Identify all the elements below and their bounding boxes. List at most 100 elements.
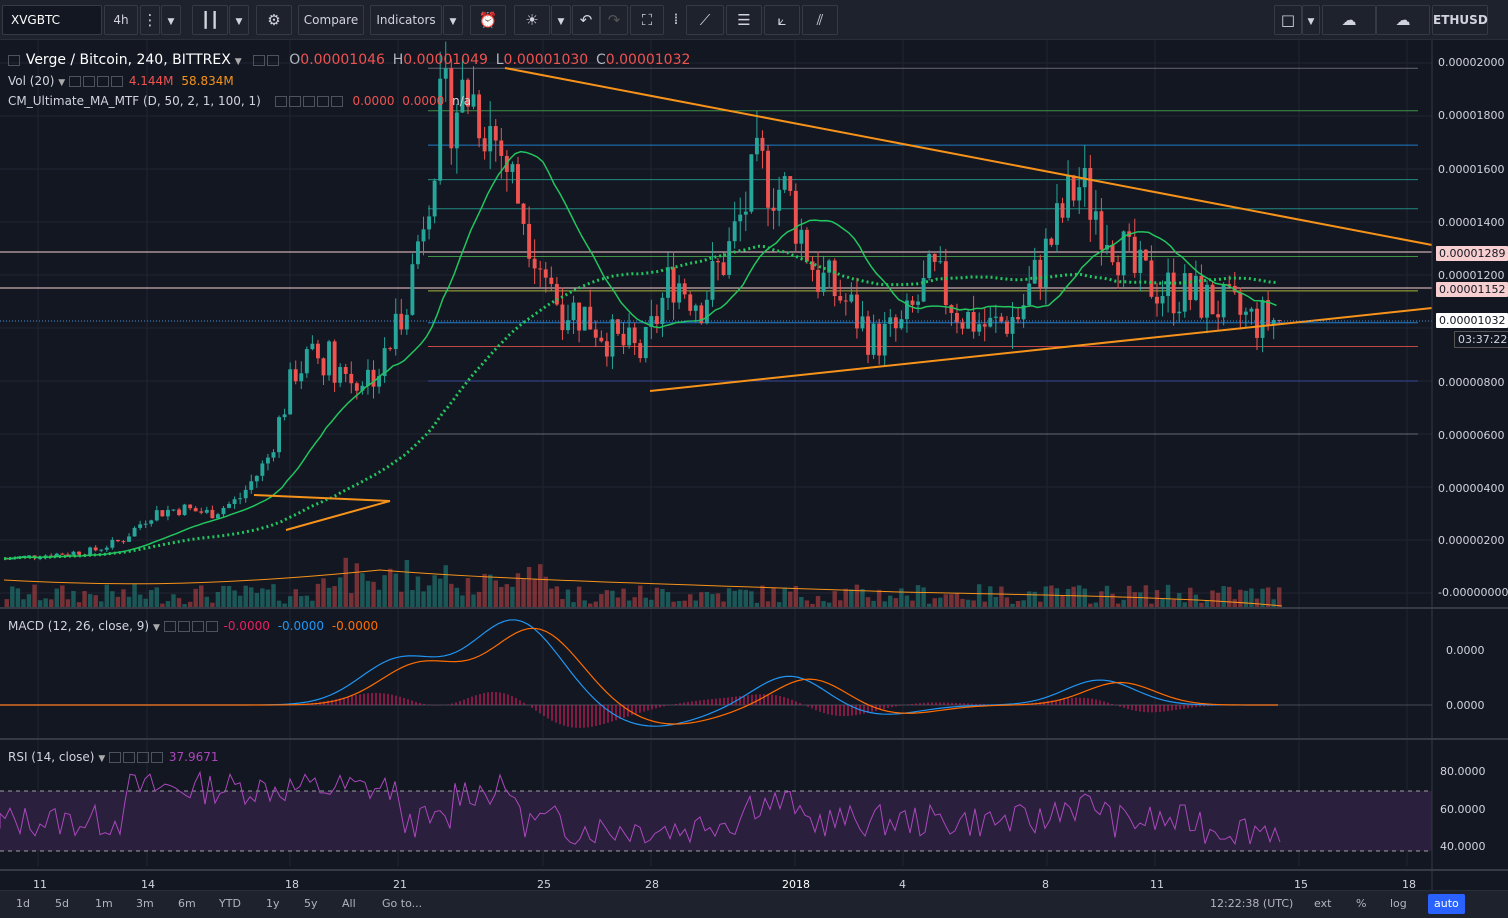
- volume-bar: [1188, 587, 1193, 608]
- range-6m[interactable]: 6m: [178, 897, 196, 910]
- layout-dropdown[interactable]: ▼: [1302, 5, 1320, 35]
- volume-bar: [493, 580, 498, 608]
- volume-bar: [49, 599, 54, 608]
- range-5y[interactable]: 5y: [304, 897, 318, 910]
- volume-bar: [326, 587, 332, 608]
- add-icon[interactable]: [191, 621, 204, 632]
- undo-icon[interactable]: ↶: [572, 5, 600, 35]
- trend-line-tool-icon[interactable]: ⟋: [686, 5, 724, 35]
- volume-bar: [332, 586, 337, 608]
- macd-title: MACD (12, 26, close, 9): [8, 619, 150, 633]
- candle-body: [804, 229, 809, 262]
- indicators-dropdown[interactable]: ▼: [443, 5, 463, 35]
- volume-bar: [504, 584, 510, 608]
- bulb-dropdown[interactable]: ▼: [551, 5, 571, 35]
- candle-body: [1205, 284, 1209, 318]
- eye-icon[interactable]: [274, 96, 287, 107]
- rsi-axis-label: 40.0000: [1440, 840, 1486, 853]
- range-1m[interactable]: 1m: [95, 897, 113, 910]
- indicators-button[interactable]: Indicators: [370, 5, 442, 35]
- add-icon[interactable]: [316, 96, 329, 107]
- chevron-down-icon[interactable]: ▼: [58, 78, 66, 88]
- candle-body: [771, 207, 776, 211]
- candle-body: [1155, 296, 1159, 304]
- candle-body: [1193, 275, 1198, 300]
- volume-bar: [43, 598, 48, 608]
- chevron-down-icon[interactable]: ▼: [234, 57, 242, 67]
- volume-bar: [526, 567, 532, 608]
- volume-bar: [954, 593, 960, 608]
- redo-icon[interactable]: ↷: [600, 5, 628, 35]
- macd-axis-label: 0.0000: [1446, 699, 1485, 712]
- cloud-save-icon[interactable]: ☁: [1376, 5, 1430, 35]
- settings-icon[interactable]: [82, 76, 95, 87]
- drag-handle-icon[interactable]: ⁞: [670, 5, 682, 35]
- candle-body: [1027, 283, 1032, 306]
- eye-icon[interactable]: [253, 55, 266, 66]
- auto-toggle[interactable]: auto: [1428, 894, 1465, 914]
- volume-bar: [321, 578, 326, 608]
- volume-bar: [210, 602, 215, 608]
- log-toggle[interactable]: log: [1390, 897, 1407, 910]
- goto-button[interactable]: Go to...: [382, 897, 423, 910]
- chevron-down-icon[interactable]: ▼: [152, 623, 160, 633]
- add-icon[interactable]: [96, 76, 109, 87]
- range-1y[interactable]: 1y: [266, 897, 280, 910]
- volume-bar: [226, 586, 232, 608]
- cloud-load-icon[interactable]: ☁: [1322, 5, 1376, 35]
- range-3m[interactable]: 3m: [136, 897, 154, 910]
- parallel-channel-tool-icon[interactable]: ⫽: [802, 5, 838, 35]
- compare-button[interactable]: Compare: [298, 5, 364, 35]
- close-icon[interactable]: [205, 621, 218, 632]
- ext-toggle[interactable]: ext: [1314, 897, 1332, 910]
- volume-bar: [382, 575, 387, 608]
- volume-bar: [454, 587, 460, 608]
- chevron-down-icon[interactable]: ▼: [98, 754, 106, 764]
- volume-bar: [676, 601, 682, 608]
- candle-body: [749, 154, 754, 212]
- chart-style-icon[interactable]: ┃┃: [192, 5, 228, 35]
- ethusd-button[interactable]: ETHUSD: [1432, 5, 1488, 35]
- eye-icon[interactable]: [68, 76, 81, 87]
- close-icon[interactable]: [330, 96, 343, 107]
- interval-select[interactable]: 4h: [104, 5, 138, 35]
- volume-bar: [143, 598, 148, 608]
- alert-icon[interactable]: ⏰: [470, 5, 506, 35]
- range-5d[interactable]: 5d: [55, 897, 69, 910]
- symbol-search[interactable]: XVGBTC: [2, 5, 102, 35]
- price-chart[interactable]: [0, 40, 1508, 890]
- eye-icon[interactable]: [109, 752, 122, 763]
- settings-icon[interactable]: [267, 55, 280, 66]
- range-all[interactable]: All: [342, 897, 356, 910]
- candle-body: [1216, 314, 1221, 318]
- eye-icon[interactable]: [163, 621, 176, 632]
- close-icon[interactable]: [151, 752, 164, 763]
- fib-fan-tool-icon[interactable]: ⟀: [764, 5, 800, 35]
- close-icon[interactable]: [110, 76, 123, 87]
- settings-icon[interactable]: [177, 621, 190, 632]
- collapse-icon[interactable]: [8, 55, 20, 66]
- range-1d[interactable]: 1d: [16, 897, 30, 910]
- settings-icon[interactable]: [123, 752, 136, 763]
- settings-icon[interactable]: [288, 96, 301, 107]
- range-ytd[interactable]: YTD: [219, 897, 241, 910]
- candle-body: [77, 551, 81, 555]
- bulb-icon[interactable]: ☀: [514, 5, 550, 35]
- rsi-axis-label: 80.0000: [1440, 765, 1486, 778]
- percent-toggle[interactable]: %: [1356, 897, 1367, 910]
- chart-style-dropdown[interactable]: ▼: [229, 5, 249, 35]
- settings2-icon[interactable]: [302, 96, 315, 107]
- fullscreen-icon[interactable]: ⛶: [630, 5, 664, 35]
- interval-dropdown[interactable]: ▼: [161, 5, 181, 35]
- gear-icon[interactable]: ⚙: [256, 5, 292, 35]
- ascending-trendline: [649, 307, 1433, 392]
- more-icon[interactable]: ⋮: [140, 5, 160, 35]
- volume-bar: [60, 585, 65, 608]
- horizontal-lines-tool-icon[interactable]: ☰: [726, 5, 762, 35]
- add-icon[interactable]: [137, 752, 150, 763]
- pane-separators: [0, 40, 1508, 890]
- volume-bar: [465, 578, 471, 608]
- clock[interactable]: 12:22:38 (UTC): [1210, 897, 1294, 910]
- volume-bar: [1215, 592, 1221, 608]
- layout-icon[interactable]: □: [1274, 5, 1302, 35]
